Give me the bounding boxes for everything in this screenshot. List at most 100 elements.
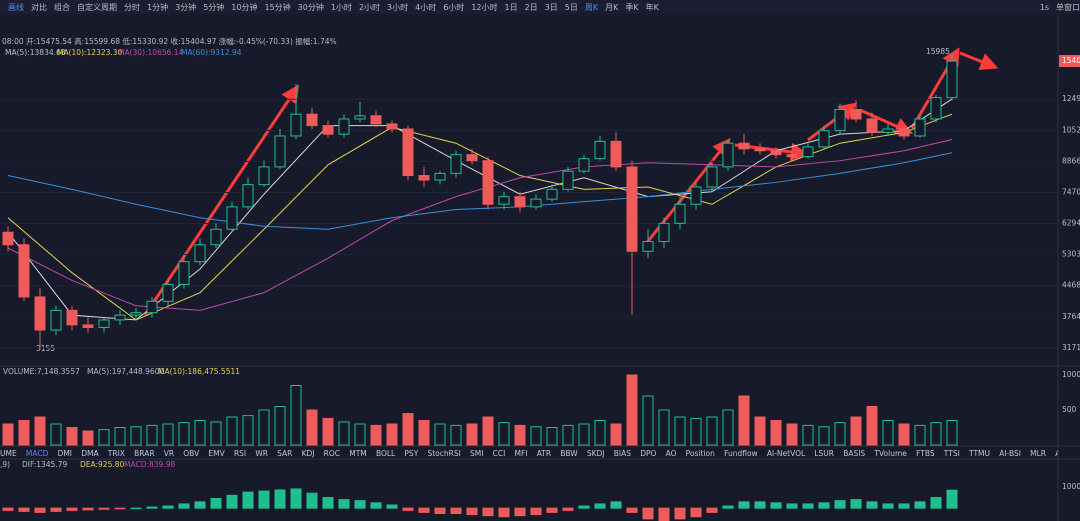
indicator-tab[interactable]: MLR	[1030, 448, 1047, 458]
bar	[306, 409, 318, 446]
period-button[interactable]: 2日	[524, 2, 538, 12]
indicator-tab[interactable]: TVolume	[874, 448, 907, 458]
bar	[498, 507, 510, 518]
indicator-tab[interactable]: OBV	[183, 448, 200, 458]
indicator-tab[interactable]: CCI	[492, 448, 506, 458]
toolbar-button[interactable]: 自定义周期	[77, 2, 117, 12]
bar	[114, 427, 126, 446]
indicator-tab[interactable]: TRIX	[107, 448, 125, 458]
candle-body	[226, 206, 238, 230]
candle-body	[722, 142, 734, 168]
bar	[482, 507, 494, 517]
period-button[interactable]: 1小时	[330, 2, 352, 12]
indicator-tab[interactable]: ATR	[536, 448, 552, 458]
indicator-tab[interactable]: AI-NetVOL	[766, 448, 806, 458]
indicator-tab[interactable]: DMA	[81, 448, 99, 458]
indicator-tab[interactable]: MFI	[514, 448, 528, 458]
period-button[interactable]: 10分钟	[231, 2, 258, 12]
period-button[interactable]: 2小时	[358, 2, 381, 12]
indicator-tab[interactable]: EMV	[208, 448, 225, 458]
toolbar-button[interactable]: 1s	[1039, 2, 1049, 12]
indicator-tab[interactable]: ROC	[323, 448, 341, 458]
bar	[578, 505, 590, 509]
bar	[258, 490, 270, 509]
indicator-tab[interactable]: PSY	[404, 448, 419, 458]
indicator-tab[interactable]: MACD	[25, 448, 49, 458]
bar	[98, 507, 110, 510]
price-tag: 15405	[1062, 56, 1080, 65]
candle-body	[754, 148, 766, 152]
period-button[interactable]: 季K	[625, 2, 639, 12]
indicator-tab[interactable]: StochRSI	[427, 448, 461, 458]
period-button[interactable]: 分时	[124, 2, 140, 12]
period-button[interactable]: 3日	[544, 2, 558, 12]
indicator-tab[interactable]: BASIS	[843, 448, 866, 458]
bar	[146, 506, 158, 509]
indicator-tab[interactable]: MTM	[349, 448, 367, 458]
period-button[interactable]: 1日	[504, 2, 518, 12]
indicator-tab[interactable]: DMI	[57, 448, 73, 458]
period-button[interactable]: 5分钟	[203, 2, 225, 12]
period-button[interactable]: 月K	[605, 2, 619, 12]
period-button[interactable]: 4小时	[415, 2, 437, 12]
bar	[274, 489, 286, 509]
indicator-tab[interactable]: BRAR	[134, 448, 155, 458]
indicator-tab[interactable]: FTBS	[916, 448, 935, 458]
indicator-tab[interactable]: Position	[685, 448, 715, 458]
indicator-tab[interactable]: WR	[255, 448, 268, 458]
indicator-tab[interactable]: BOLL	[375, 448, 396, 458]
indicator-tab[interactable]: VR	[163, 448, 175, 458]
bar	[354, 500, 366, 509]
bar	[66, 427, 78, 446]
candle-body	[2, 231, 14, 246]
indicator-tab[interactable]: UME	[0, 448, 17, 458]
indicator-tab[interactable]: SKDJ	[586, 448, 605, 458]
indicator-tab[interactable]: TTSI	[943, 448, 960, 458]
bar	[690, 417, 702, 446]
period-button[interactable]: 6小时	[443, 2, 465, 12]
period-button[interactable]: 30分钟	[297, 2, 324, 12]
bar	[706, 507, 718, 513]
period-button[interactable]: 年K	[645, 2, 659, 12]
toolbar-button[interactable]: 单窗口	[1056, 2, 1080, 12]
indicator-tab[interactable]: LSUR	[814, 448, 834, 458]
bar	[306, 492, 318, 509]
indicator-tab[interactable]: DPO	[640, 448, 657, 458]
candle-body	[530, 198, 542, 208]
indicator-tab[interactable]: TTMU	[969, 448, 990, 458]
period-button[interactable]: 12小时	[471, 2, 498, 12]
candle-body	[818, 130, 830, 148]
indicator-tab[interactable]: AI-PD	[1055, 448, 1058, 458]
indicator-tab[interactable]: RSI	[233, 448, 247, 458]
period-button[interactable]: 15分钟	[264, 2, 291, 12]
bar	[2, 423, 14, 446]
indicator-tab[interactable]: SAR	[277, 448, 293, 458]
indicator-tab[interactable]: AO	[665, 448, 677, 458]
indicator-tab[interactable]: SMI	[470, 448, 484, 458]
indicator-tab[interactable]: AI-BSI	[999, 448, 1021, 458]
bar	[546, 427, 558, 446]
indicator-tab[interactable]: BBW	[560, 448, 578, 458]
bar	[722, 505, 734, 509]
indicator-tab[interactable]: Fundflow	[724, 448, 758, 458]
candle-body	[130, 312, 142, 316]
indicator-tab[interactable]: KDJ	[301, 448, 315, 458]
period-button[interactable]: 3分钟	[175, 2, 197, 12]
bar	[866, 406, 878, 446]
bar	[338, 499, 350, 509]
period-button[interactable]: 周K	[584, 2, 599, 12]
toolbar-button[interactable]: 对比	[31, 2, 47, 12]
candle-body	[466, 154, 478, 162]
toolbar-button[interactable]: 画线	[8, 2, 24, 12]
candle-body	[50, 309, 62, 331]
bar	[834, 422, 846, 446]
toolbar-button[interactable]: 组合	[54, 2, 70, 12]
period-button[interactable]: 5日	[564, 2, 578, 12]
period-button[interactable]: 3小时	[387, 2, 409, 12]
period-button[interactable]: 1分钟	[147, 2, 169, 12]
indicator-tab[interactable]: BIAS	[613, 448, 631, 458]
bar	[578, 423, 590, 446]
bar	[178, 422, 190, 446]
bar	[594, 503, 606, 509]
bar	[34, 507, 46, 513]
